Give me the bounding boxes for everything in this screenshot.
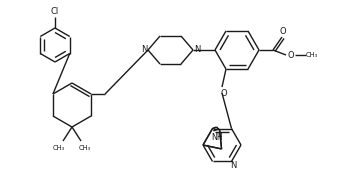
- Text: CH₃: CH₃: [53, 145, 65, 151]
- Text: NH: NH: [212, 132, 223, 142]
- Text: N: N: [230, 161, 237, 170]
- Text: CH₃: CH₃: [79, 145, 91, 151]
- Text: O: O: [280, 27, 286, 36]
- Text: O: O: [221, 89, 227, 98]
- Text: N: N: [194, 46, 200, 55]
- Text: O: O: [288, 51, 294, 61]
- Text: N: N: [141, 46, 147, 55]
- Text: CH₃: CH₃: [306, 52, 318, 58]
- Text: Cl: Cl: [51, 8, 59, 16]
